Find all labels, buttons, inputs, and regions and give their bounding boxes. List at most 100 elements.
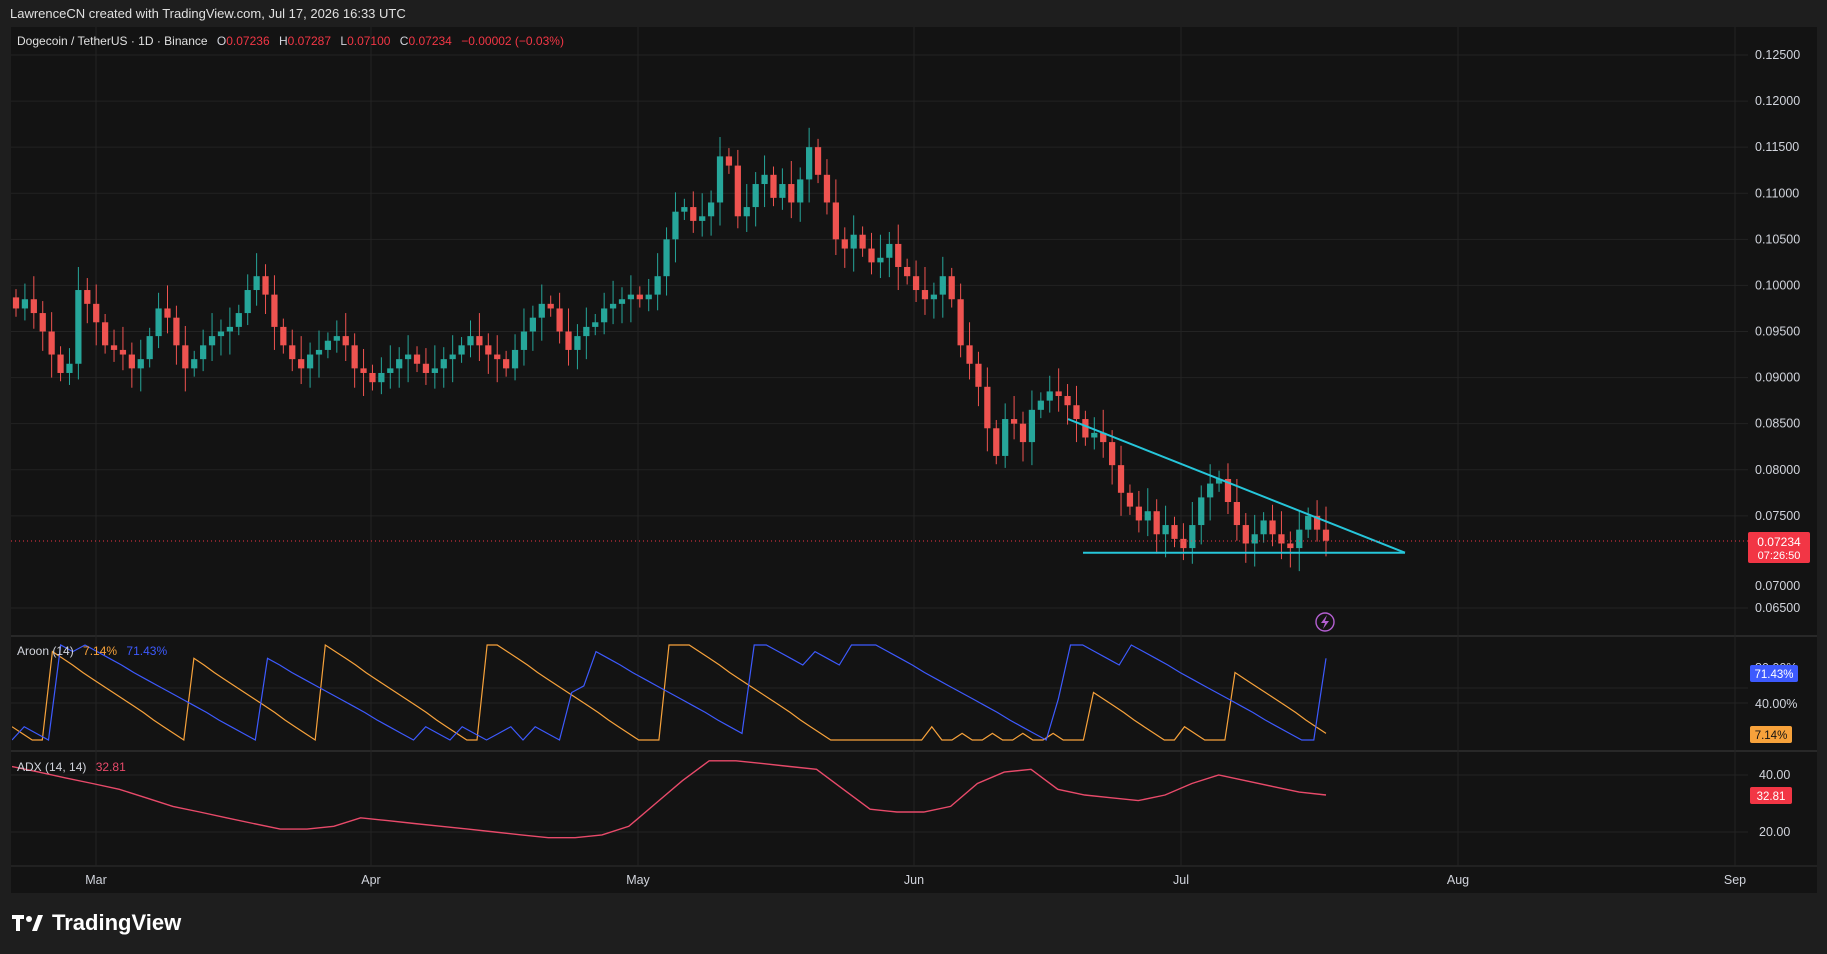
candle [324,332,332,359]
current-price-badge [1748,532,1810,563]
candle [734,149,741,229]
current-price-countdown: 07:26:50 [1758,550,1801,562]
adx-legend[interactable]: ADX (14, 14) 32.81 [17,760,126,774]
candle [1082,410,1089,446]
price-tick-label: 0.10000 [1755,278,1800,292]
candle [601,292,608,335]
candle [146,327,153,368]
aroon-down-badge-text: 71.43% [1754,669,1793,681]
candle [583,307,590,360]
candle [128,342,135,388]
candle [271,275,278,350]
candle [1002,403,1009,468]
candle [574,324,581,370]
brand-name: TradingView [52,910,182,935]
brand[interactable]: TradingView [12,910,181,936]
candle [1171,516,1178,548]
candle [101,313,109,354]
candle [841,227,848,268]
candle [315,330,323,378]
candle [1287,531,1294,568]
candle [939,256,946,318]
candle [494,335,501,383]
candle [672,192,679,263]
aroon-down-line [12,644,1327,741]
candle [458,337,465,363]
tradingview-logo-icon [12,915,43,931]
candle [1180,523,1187,561]
candle [110,329,118,362]
aroon-legend[interactable]: Aroon (14) 7.14% 71.43% [17,644,167,658]
candle [912,260,920,303]
time-tick-label: Sep [1724,873,1746,887]
candle [39,301,46,351]
time-axis: Mar Apr May Jun Jul Aug Sep [85,873,1746,887]
candle [645,278,652,312]
candle [485,333,492,374]
time-tick-label: Apr [361,873,380,887]
descending-triangle [1067,418,1406,554]
grid-lines [11,27,1748,866]
candle [681,198,688,220]
candle [609,280,617,325]
candle [788,160,795,219]
aroon-up-line [12,643,1327,742]
candle [360,349,367,397]
lightning-icon[interactable] [1315,612,1335,632]
candle [440,347,447,388]
time-tick-label: Aug [1447,873,1469,887]
symbol-legend[interactable]: Dogecoin / TetherUS · 1D · Binance O0.07… [17,34,564,48]
candle [1126,484,1134,515]
candle [743,184,750,232]
price-tick-label: 0.12000 [1755,94,1800,108]
candle [895,224,902,291]
candle [75,266,82,380]
candle [1162,505,1169,558]
candle [235,304,242,336]
hidden-price-tick: 0.07000 [1755,579,1800,593]
candle [1010,396,1018,440]
candle [30,276,37,329]
candle [404,335,412,383]
adx-line [12,760,1327,839]
candle [378,357,385,395]
candle [725,148,733,174]
candle [280,318,287,354]
aroon-scale-mid: 40.00% [1755,697,1797,711]
candle [1153,499,1160,554]
candle [289,329,296,372]
candle [565,308,572,366]
time-tick-label: Mar [85,873,107,887]
candle [244,274,251,326]
candle [208,313,216,361]
candle [832,179,839,256]
candle [556,292,563,344]
candle [1073,385,1080,443]
candle [217,319,225,356]
adx-scale-b: 20.00 [1759,825,1790,839]
candle [975,351,982,407]
candle [476,313,483,361]
price-tick-label: 0.09500 [1755,325,1800,339]
candle [592,313,599,336]
candle [1260,512,1267,543]
candle [1037,392,1044,419]
candle [66,348,73,385]
candle [93,284,100,346]
candle [707,190,715,236]
candle [984,367,991,452]
candle [529,305,536,351]
candle [1117,445,1125,516]
candle [333,320,340,353]
candle [449,335,456,383]
candle [1242,513,1249,563]
candle [1251,514,1258,567]
adx-badge-text: 32.81 [1757,791,1786,803]
credit-text: LawrenceCN created with TradingView.com,… [10,6,406,21]
candle [957,283,964,358]
candle [226,307,233,355]
candle [716,137,724,226]
candle [1233,478,1241,541]
candle [387,345,394,389]
